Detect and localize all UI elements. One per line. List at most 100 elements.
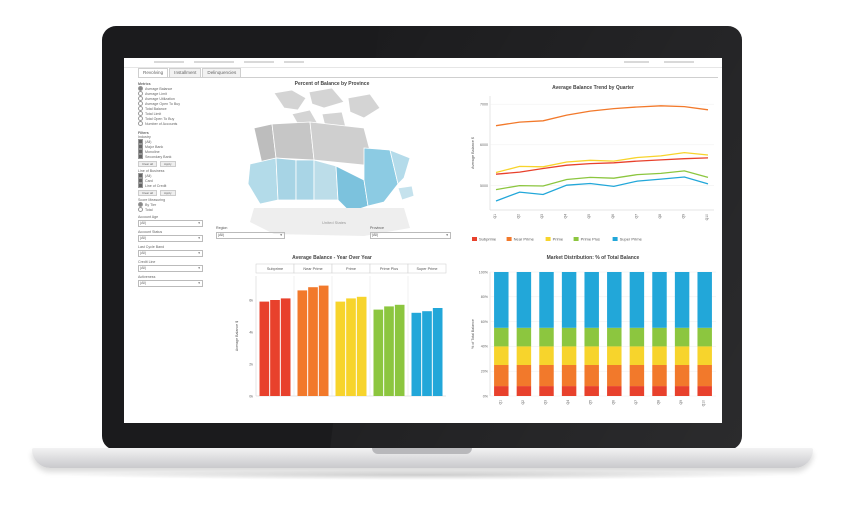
legend-label: Prime bbox=[553, 237, 564, 242]
lob-buttons: Clear all Apply bbox=[138, 190, 208, 196]
tab-delinquencies[interactable]: Delinquencies bbox=[202, 68, 242, 77]
y-tick-label: 0% bbox=[483, 394, 489, 398]
tab-revolving[interactable]: Revolving bbox=[138, 68, 169, 77]
radio-icon[interactable] bbox=[138, 207, 143, 212]
industry-option[interactable]: (All) bbox=[138, 139, 208, 144]
series-line bbox=[495, 105, 709, 127]
radio-icon[interactable] bbox=[138, 121, 143, 126]
arctic-island bbox=[308, 88, 345, 109]
british-columbia[interactable] bbox=[247, 157, 279, 205]
y-tick-label: 80% bbox=[481, 295, 489, 299]
stacked-bar-segment bbox=[561, 346, 577, 365]
lob-label: Line of Credit bbox=[145, 183, 167, 188]
lob-option[interactable]: (All) bbox=[138, 173, 208, 178]
dropdown-label: Account Status bbox=[138, 230, 163, 234]
radio-icon[interactable] bbox=[138, 101, 143, 106]
x-tick-label: Q3 bbox=[544, 400, 548, 405]
maritimes[interactable] bbox=[397, 185, 415, 201]
lob-option[interactable]: Line of Credit bbox=[138, 183, 208, 188]
industry-heading: Industry bbox=[138, 135, 151, 139]
stacked-bar-segment bbox=[539, 365, 554, 387]
industry-option[interactable]: Secondary Bank bbox=[138, 154, 208, 159]
stacked-bar-segment bbox=[607, 272, 622, 328]
stacked-bar-segment bbox=[697, 365, 712, 387]
stacked-bar-segment bbox=[629, 346, 645, 365]
province-select[interactable]: (All) bbox=[370, 232, 451, 239]
metric-option[interactable]: Number of Accounts bbox=[138, 121, 208, 126]
bar bbox=[356, 296, 367, 396]
apply-button[interactable]: Apply bbox=[160, 161, 176, 167]
toolbar-item[interactable] bbox=[244, 61, 274, 63]
manitoba[interactable] bbox=[313, 159, 339, 201]
radio-icon[interactable] bbox=[138, 96, 143, 101]
stacked-bar-segment bbox=[652, 386, 667, 396]
saskatchewan[interactable] bbox=[295, 159, 315, 201]
province-map[interactable]: United States bbox=[214, 88, 450, 238]
stacked-bar-segment bbox=[494, 365, 509, 387]
account-status-select[interactable]: (All) bbox=[138, 235, 203, 242]
stacked-bar-segment bbox=[674, 327, 690, 347]
newfoundland-labrador[interactable] bbox=[389, 149, 411, 185]
bar bbox=[270, 300, 280, 396]
toolbar-item[interactable] bbox=[284, 61, 304, 63]
metric-option[interactable]: Total Open To Buy bbox=[138, 116, 208, 121]
bar bbox=[308, 287, 318, 396]
clear-button[interactable]: Clear all bbox=[138, 161, 158, 167]
bar bbox=[411, 312, 422, 396]
stacked-bar-segment bbox=[516, 327, 532, 347]
metric-label: Average Utilization bbox=[145, 96, 175, 101]
industry-option[interactable]: Major Bank bbox=[138, 144, 208, 149]
x-tick-label: Q6 bbox=[611, 400, 615, 405]
radio-icon[interactable] bbox=[138, 116, 143, 121]
apply-button[interactable]: Apply bbox=[160, 190, 176, 196]
clear-button[interactable]: Clear all bbox=[138, 190, 158, 196]
checkbox-icon[interactable] bbox=[138, 149, 143, 154]
metric-option[interactable]: Total Balance bbox=[138, 106, 208, 111]
alberta[interactable] bbox=[275, 157, 297, 201]
toolbar-item[interactable] bbox=[194, 61, 234, 63]
group-header-label: Subprime bbox=[267, 267, 283, 271]
region-select[interactable]: (All) bbox=[216, 232, 285, 239]
score-option[interactable]: By Tier bbox=[138, 202, 208, 207]
northwest-territories[interactable] bbox=[271, 121, 315, 161]
lob-option[interactable]: Card bbox=[138, 178, 208, 183]
stacked-bar-segment bbox=[697, 272, 712, 328]
checkbox-icon[interactable] bbox=[138, 178, 143, 183]
score-option[interactable]: Total bbox=[138, 207, 208, 212]
last-cycle-band-select[interactable]: (All) bbox=[138, 250, 203, 257]
radio-icon[interactable] bbox=[138, 111, 143, 116]
radio-icon[interactable] bbox=[138, 106, 143, 111]
checkbox-icon[interactable] bbox=[138, 173, 143, 178]
credit-line-select[interactable]: (All) bbox=[138, 265, 203, 272]
activeness-select[interactable]: (All) bbox=[138, 280, 203, 287]
x-tick-label: Q10 bbox=[705, 214, 709, 221]
checkbox-icon[interactable] bbox=[138, 144, 143, 149]
stacked-bar-segment bbox=[697, 386, 712, 396]
toolbar-item[interactable] bbox=[664, 61, 694, 63]
distribution-stacked-chart: 100% 80% 60% 40% 20% 0% % of Total Balance Q1 Q2… bbox=[471, 270, 716, 406]
checkbox-icon[interactable] bbox=[138, 139, 143, 144]
industry-label: Major Bank bbox=[145, 144, 164, 149]
metric-option[interactable]: Total Limit bbox=[138, 111, 208, 116]
metric-option[interactable]: Average Limit bbox=[138, 91, 208, 96]
metric-option[interactable]: Average Open To Buy bbox=[138, 101, 208, 106]
stacked-bar-segment bbox=[561, 327, 577, 347]
stacked-bar-segment bbox=[561, 386, 577, 396]
radio-icon[interactable] bbox=[138, 202, 143, 207]
radio-icon[interactable] bbox=[138, 86, 143, 91]
checkbox-icon[interactable] bbox=[138, 154, 143, 159]
toolbar-item[interactable] bbox=[154, 61, 184, 63]
tab-installment[interactable]: Installment bbox=[169, 68, 202, 77]
radio-icon[interactable] bbox=[138, 91, 143, 96]
tab-row: Revolving Installment Delinquencies bbox=[138, 68, 242, 77]
toolbar-item[interactable] bbox=[624, 61, 649, 63]
metric-option[interactable]: Average Balance bbox=[138, 86, 208, 91]
map-title: Percent of Balance by Province bbox=[294, 81, 370, 87]
checkbox-icon[interactable] bbox=[138, 183, 143, 188]
account-age-select[interactable]: (All) bbox=[138, 220, 203, 227]
metric-label: Total Limit bbox=[145, 111, 162, 116]
industry-option[interactable]: Monoline bbox=[138, 149, 208, 154]
dropdown-label: Activeness bbox=[138, 275, 156, 279]
metric-option[interactable]: Average Utilization bbox=[138, 96, 208, 101]
ontario[interactable] bbox=[335, 165, 369, 213]
